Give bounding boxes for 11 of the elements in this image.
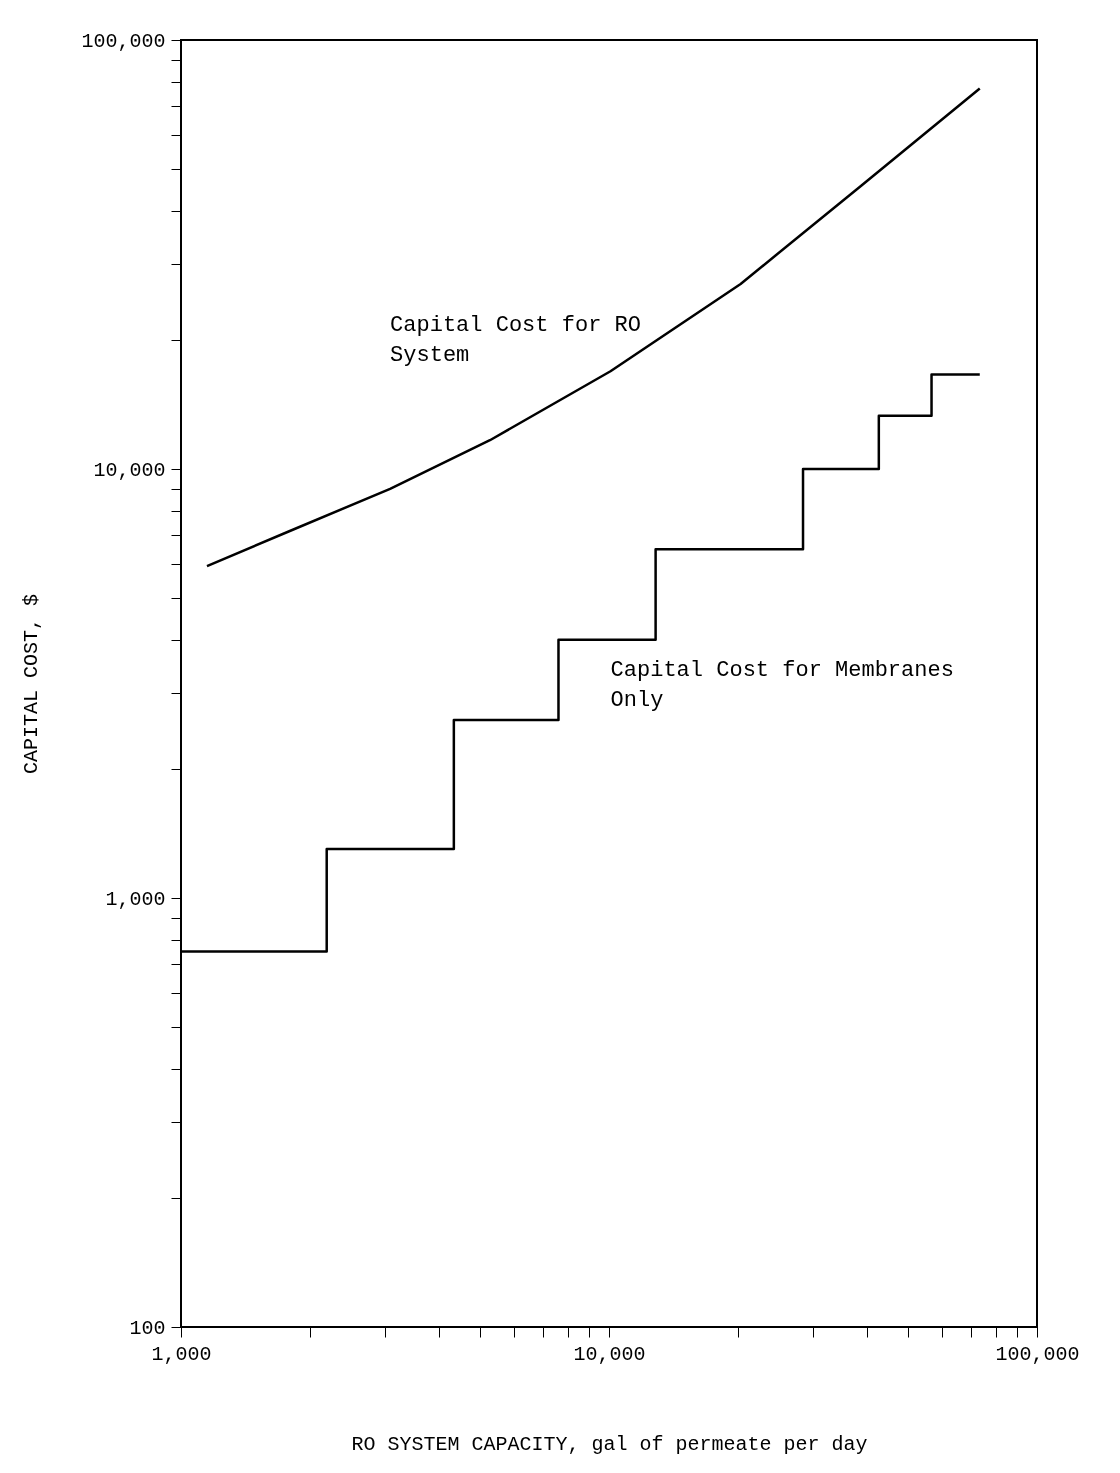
y-tick-label: 1,000: [105, 887, 166, 911]
x-tick-label: 1,000: [151, 1342, 212, 1366]
x-tick-label: 100,000: [995, 1342, 1080, 1366]
y-tick-label: 10,000: [93, 458, 166, 482]
series-label: Capital Cost for RO System: [390, 312, 641, 368]
x-axis-title: RO SYSTEM CAPACITY, gal of permeate per day: [351, 1432, 868, 1456]
y-tick-label: 100,000: [81, 29, 166, 53]
y-tick-label: 100: [129, 1316, 166, 1340]
series-label: Capital Cost for Membranes Only: [610, 658, 954, 714]
x-tick-label: 10,000: [573, 1342, 646, 1366]
y-axis-title: CAPITAL COST, $: [20, 593, 44, 775]
